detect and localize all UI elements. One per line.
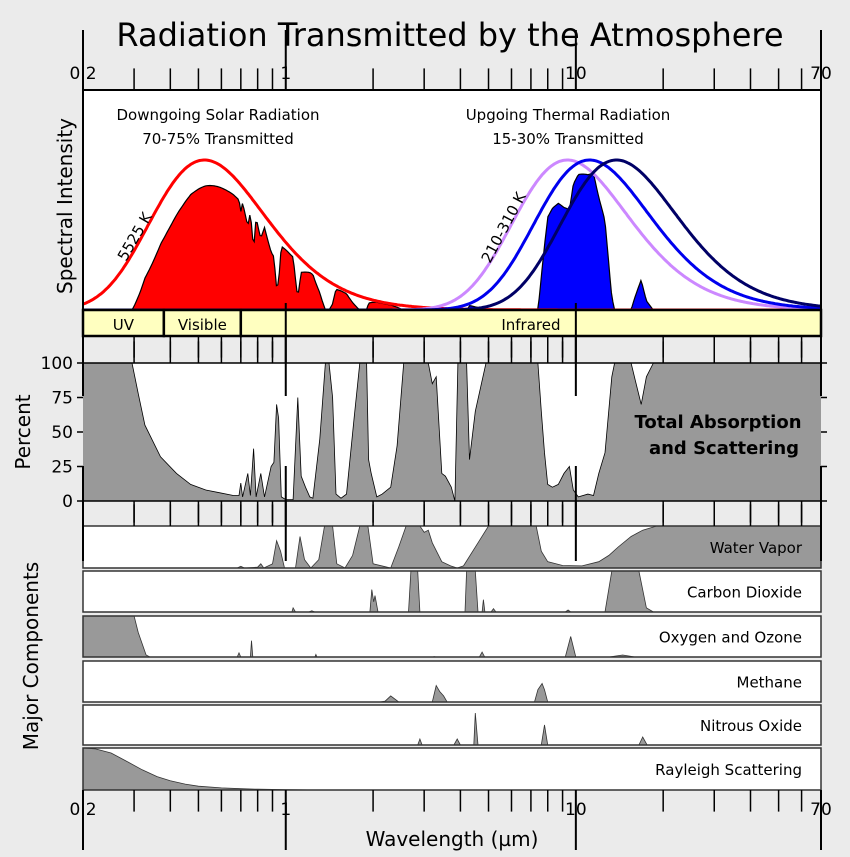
component-label-oxygen-and-ozone: Oxygen and Ozone — [659, 629, 802, 647]
y-tick-label: 0 — [62, 492, 73, 512]
spectral-panel: UV Visible Infrared — [81, 89, 823, 338]
component-plot-nitrous-oxide — [83, 705, 821, 745]
x-tick-label-bottom: 70 — [810, 800, 832, 820]
band-uv — [81, 308, 166, 338]
component-plot-methane — [83, 661, 821, 702]
x-tick-label-bottom: 10 — [565, 800, 587, 820]
x-tick-label-top: 1 — [280, 64, 291, 84]
component-frame-oxygen-and-ozone — [82, 615, 822, 658]
x-tick-label-top: 0.2 — [69, 64, 96, 84]
total-absorption-label-line1: Total Absorption — [634, 412, 801, 433]
component-plot-oxygen-and-ozone — [83, 616, 821, 657]
x-axis-label: Wavelength (µm) — [366, 827, 539, 851]
component-plot-rayleigh-scattering — [83, 748, 821, 790]
solar-heading: Downgoing Solar Radiation — [116, 106, 319, 124]
band-infrared — [239, 308, 823, 338]
x-tick-label-top: 70 — [810, 64, 832, 84]
component-plot-carbon-dioxide — [83, 571, 821, 612]
total-absorption-label-line2: and Scattering — [649, 438, 799, 459]
band-label-visible: Visible — [178, 316, 227, 334]
total-absorption-line — [83, 362, 821, 502]
components-panel: Water Vapor Carbon Dioxide Oxygen and Ozon… — [82, 525, 822, 791]
thermal-subheading: 15-30% Transmitted — [492, 130, 644, 148]
component-label-carbon-dioxide: Carbon Dioxide — [687, 584, 802, 602]
component-area-water-vapor — [83, 525, 822, 569]
x-tick-label-bottom: 1 — [280, 800, 291, 820]
component-area-methane — [83, 682, 821, 703]
component-frame-methane — [82, 660, 822, 703]
axes: 0.2 0.2 1 1 10 10 70 70 — [69, 30, 832, 850]
major-components-label: Major Components — [19, 562, 43, 750]
y-tick-label: 100 — [41, 354, 73, 374]
y-tick-label: 25 — [51, 458, 73, 478]
component-label-rayleigh-scattering: Rayleigh Scattering — [655, 761, 802, 779]
component-frame-carbon-dioxide — [82, 570, 822, 613]
percent-label: Percent — [11, 394, 35, 469]
band-label-infrared: Infrared — [501, 316, 560, 334]
component-frame-rayleigh-scattering — [82, 747, 822, 791]
x-tick-label-top: 10 — [565, 64, 587, 84]
thermal-heading: Upgoing Thermal Radiation — [466, 106, 671, 124]
component-area-nitrous-oxide — [83, 712, 821, 746]
total-absorption-panel: 0 25 50 75 100 — [41, 354, 827, 512]
component-label-nitrous-oxide: Nitrous Oxide — [700, 717, 802, 735]
band-label-uv: UV — [113, 316, 135, 334]
solar-subheading: 70-75% Transmitted — [142, 130, 294, 148]
total-absorption-area — [83, 363, 821, 501]
component-label-methane: Methane — [737, 674, 803, 692]
chart-title: Radiation Transmitted by the Atmosphere — [116, 16, 783, 54]
x-tick-label-bottom: 0.2 — [69, 800, 96, 820]
spectral-intensity-label: Spectral Intensity — [53, 118, 77, 294]
component-frame-nitrous-oxide — [82, 704, 822, 746]
y-tick-label: 50 — [51, 423, 73, 443]
y-tick-label: 75 — [51, 389, 73, 409]
component-label-water-vapor: Water Vapor — [710, 539, 803, 557]
